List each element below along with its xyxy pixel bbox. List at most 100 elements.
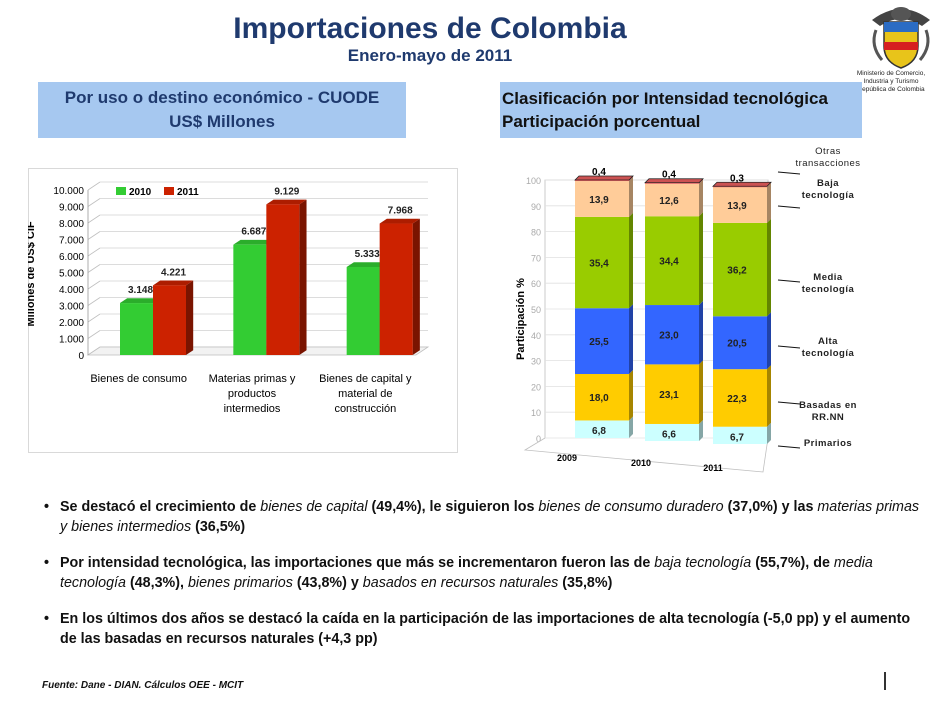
chart2-x-tick: 2011 [703,463,723,473]
chart1-y-tick: 5.000 [59,269,84,280]
chart2-segment [645,182,699,184]
chart2-segment [645,364,699,424]
chart2-legend-label: Alta [818,336,838,347]
chart2-y-tick: 40 [531,331,541,341]
chart2-legend-pointer [777,279,801,283]
bullet-text: Por intensidad tecnológica, las importac… [60,555,655,571]
bullet-text: (37,0%) y las [723,499,818,515]
chart1-bar-label: 4.221 [161,267,186,278]
chart1-bar-top [266,199,307,205]
chart2-bar-side [767,365,771,427]
chart1-x-tick: productos [228,388,277,400]
bullet-text: En los últimos dos años se destacó la ca… [60,611,911,647]
chart1-y-tick: 0 [78,351,84,362]
chart1-legend-label: 2011 [177,187,199,198]
chart2-segment-label: 20,5 [727,339,747,350]
chart2-segment-label: 18,0 [589,393,609,404]
chart2-y-tick: 20 [531,382,541,392]
chart2-legend-label: Otras [815,146,841,157]
chart2-bar-side [767,218,771,317]
chart2-legend-label: tecnología [802,284,855,295]
chart1-x-tick: material de [338,388,392,400]
chart2-x-tick: 2009 [557,453,577,463]
bullet-emphasis: materias primas y bienes intermedios [60,499,920,535]
bullet-emphasis: media tecnología [60,555,873,591]
chart2-bar-top [712,181,772,187]
chart2-segment-label: 22,3 [727,394,747,405]
chart2-bar-side [629,416,633,438]
bullet-item: • Se destacó el crecimiento de bienes de … [42,497,922,537]
chart2-y-tick: 80 [531,228,541,238]
chart2-segment [645,305,699,365]
chart1-y-tick: 6.000 [59,252,84,263]
chart2-segment-label: 0,4 [662,170,676,181]
chart2-segment-label: 6,7 [730,432,744,443]
chart2-legend-label: Primarios [804,438,852,449]
chart1-legend-swatch [164,187,174,195]
chart2-legend-pointer [777,445,801,449]
chart1-bar-top [120,298,161,304]
chart2-segment [713,222,767,317]
chart2-legend-pointer [777,171,801,175]
chart2-segment-label: 0,3 [730,173,744,184]
cuode-header-line: US$ Millones [169,112,275,131]
bullet-emphasis: basados en recursos naturales [362,575,559,591]
chart1-bar-top [153,280,194,286]
bullet-emphasis: bienes primarios [187,575,293,591]
ministry-line: República de Colombia [857,86,925,93]
chart2-legend-pointer [777,205,801,209]
chart2-legend-label: Media [813,272,843,283]
chart2-segment [645,216,699,306]
chart1-y-tick: 2.000 [59,318,84,329]
chart2-floor [523,437,769,473]
chart1-bar-side [186,280,194,355]
tech-header-line: Clasificación por Intensidad tecnológica [502,89,828,108]
chart2-segment [713,316,767,370]
chart2-bar-side [699,212,703,306]
chart1-bar-top [379,218,420,224]
chart1-bar [346,267,380,355]
chart2-segment-label: 13,9 [589,195,609,206]
chart2-segment [575,216,629,309]
chart2-segment [713,426,767,444]
chart2-segment-label: 13,9 [727,201,747,212]
chart2-segment-label: 23,1 [659,390,679,401]
chart1-y-label: Millones de US$ CIF [28,221,37,326]
chart2-y-tick: 60 [531,279,541,289]
chart1-x-tick: construcción [334,403,396,415]
chart2-segment-label: 6,6 [662,429,676,440]
chart2-segment-label: 34,4 [659,257,679,268]
chart2-segment [645,183,699,217]
chart2-y-tick: 50 [531,305,541,315]
chart2-y-tick: 10 [531,408,541,418]
bullet-item: • En los últimos dos años se destacó la c… [42,609,922,649]
coat-of-arms-logo [872,7,930,69]
chart2-bar-side [767,422,771,444]
chart2-legend-label: Baja [817,178,839,189]
chart2-legend-label: Basadas en [799,400,857,411]
chart2-segment-label: 25,5 [589,337,609,348]
chart1-gridline-diag [87,330,101,339]
chart1-bar-label: 6.687 [241,227,266,238]
chart1-bar-top [233,239,274,245]
ministry-line: Industria y Turismo [863,78,919,85]
bullet-item: • Por intensidad tecnológica, las importa… [42,553,922,593]
chart1-y-tick: 7.000 [59,236,84,247]
page-subtitle: Enero-mayo de 2011 [347,46,513,65]
chart1-legend-label: 2010 [129,187,152,198]
chart2-segment-label: 0,4 [592,167,606,178]
bullet-emphasis: baja tecnología [654,555,752,571]
chart2-bar-side [629,304,633,375]
bullet-dot: • [44,499,50,515]
chart1-bar [379,223,413,355]
chart1-gridline-diag [87,297,101,306]
chart2-bar-side [699,179,703,217]
chart1-bar-side [299,199,307,355]
cuode-header-line: Por uso o destino económico - CUODE [64,88,380,107]
chart2-y-tick: 100 [526,176,541,186]
chart1-bar [120,303,153,355]
chart2-legend-label: transacciones [795,158,860,169]
chart2-bar-side [699,301,703,365]
ministry-line: Ministerio de Comercio, [856,70,926,77]
bullet-dot: • [44,555,50,571]
